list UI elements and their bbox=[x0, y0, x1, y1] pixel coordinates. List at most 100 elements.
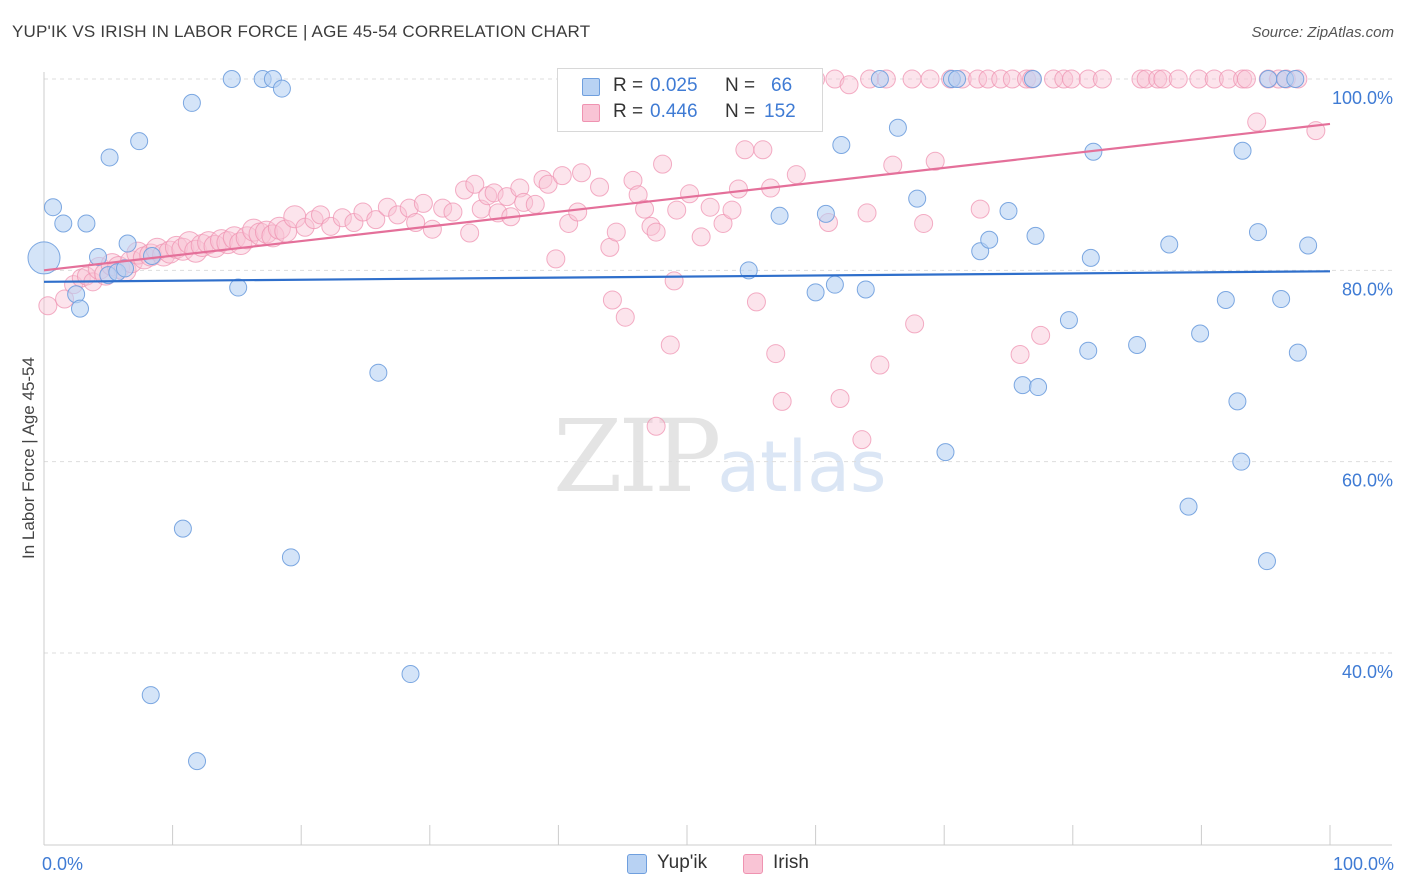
irish-point-50 bbox=[422, 219, 442, 239]
yupik-point-60 bbox=[1259, 70, 1278, 88]
irish-point-119 bbox=[925, 151, 945, 171]
irish-r-value: 0.446 bbox=[650, 101, 698, 122]
x-tick-label-0: 0.0% bbox=[42, 854, 83, 874]
irish-point-79 bbox=[635, 199, 655, 219]
irish-point-126 bbox=[1002, 69, 1022, 89]
irish-point-87 bbox=[680, 184, 700, 204]
stats-legend: R = 0.025 N = 66 R = 0.446 N = 152 bbox=[557, 68, 823, 132]
irish-point-67 bbox=[546, 249, 566, 269]
irish-point-66 bbox=[538, 174, 558, 194]
yupik-point-25 bbox=[401, 665, 420, 684]
irish-point-138 bbox=[1148, 69, 1168, 89]
y-tick-label-40: 40.0% bbox=[1342, 662, 1393, 682]
trend-layer bbox=[43, 122, 1331, 283]
yupik-point-15 bbox=[173, 519, 192, 538]
irish-point-77 bbox=[623, 170, 643, 190]
yupik-point-30 bbox=[825, 275, 844, 294]
irish-point-96 bbox=[746, 292, 766, 312]
irish-point-82 bbox=[646, 222, 666, 242]
yupik-point-48 bbox=[1081, 248, 1100, 267]
yupik-point-27 bbox=[770, 206, 789, 225]
watermark-atlas: atlas bbox=[717, 426, 887, 508]
yupik-point-61 bbox=[1272, 290, 1291, 309]
yupik-point-64 bbox=[1288, 343, 1307, 362]
label-layer: 40.0% 60.0% 80.0% 100.0% 0.0% 100.0% In Labor … bbox=[19, 88, 1394, 874]
irish-point-47 bbox=[399, 198, 419, 218]
irish-point-45 bbox=[377, 197, 397, 217]
axis-layer bbox=[43, 72, 1392, 846]
yupik-points bbox=[27, 70, 1318, 771]
irish-point-32 bbox=[254, 220, 278, 244]
yupik-point-23 bbox=[281, 548, 300, 567]
irish-point-53 bbox=[455, 180, 475, 200]
yupik-point-41 bbox=[999, 202, 1018, 221]
yupik-point-6 bbox=[89, 247, 108, 266]
irish-point-88 bbox=[691, 227, 711, 247]
irish-point-49 bbox=[413, 193, 433, 213]
yupik-point-59 bbox=[1257, 552, 1276, 571]
zipatlas-watermark: ZIPatlas bbox=[553, 398, 886, 515]
irish-point-130 bbox=[1031, 325, 1051, 345]
irish-point-55 bbox=[465, 174, 485, 194]
yupik-n-value: 66 bbox=[771, 75, 793, 96]
yupik-r-label: R = bbox=[613, 75, 644, 96]
irish-r-label: R = bbox=[613, 101, 644, 122]
irish-point-70 bbox=[568, 202, 588, 222]
irish-point-137 bbox=[1136, 69, 1156, 89]
yupik-point-5 bbox=[71, 299, 90, 318]
irish-point-68 bbox=[552, 166, 572, 186]
irish-n-label: N = bbox=[725, 101, 756, 122]
irish-point-117 bbox=[914, 213, 934, 233]
irish-point-46 bbox=[388, 205, 408, 225]
yupik-point-16 bbox=[182, 93, 201, 112]
irish-point-0 bbox=[38, 296, 58, 316]
yupik-point-47 bbox=[1079, 341, 1098, 360]
yupik-point-44 bbox=[1026, 226, 1045, 245]
irish-point-75 bbox=[606, 222, 626, 242]
yupik-point-18 bbox=[222, 70, 241, 88]
irish-point-145 bbox=[1236, 69, 1256, 89]
yupik-point-65 bbox=[1299, 236, 1318, 255]
yupik-point-45 bbox=[1029, 378, 1048, 397]
irish-point-134 bbox=[1078, 69, 1098, 89]
irish-point-93 bbox=[728, 179, 748, 199]
irish-point-109 bbox=[852, 430, 872, 450]
irish-point-122 bbox=[968, 69, 988, 89]
yupik-point-2 bbox=[54, 214, 73, 233]
y-tick-label-60: 60.0% bbox=[1342, 471, 1393, 491]
yupik-point-26 bbox=[739, 261, 758, 280]
irish-point-52 bbox=[443, 202, 463, 222]
yupik-point-52 bbox=[1179, 497, 1198, 516]
chart-title: YUP'IK VS IRISH IN LABOR FORCE | AGE 45-… bbox=[12, 22, 591, 41]
irish-point-114 bbox=[883, 155, 903, 175]
yupik-point-50 bbox=[1128, 335, 1147, 354]
irish-point-115 bbox=[902, 69, 922, 89]
irish-point-139 bbox=[1153, 69, 1173, 89]
irish-point-64 bbox=[525, 194, 545, 214]
yupik-point-0 bbox=[27, 241, 61, 275]
irish-point-86 bbox=[667, 200, 687, 220]
y-tick-label-80: 80.0% bbox=[1342, 279, 1393, 299]
bottom-irish-swatch bbox=[743, 854, 763, 874]
irish-point-127 bbox=[1010, 345, 1030, 365]
irish-point-41 bbox=[332, 208, 352, 228]
irish-point-63 bbox=[514, 192, 534, 212]
yupik-point-55 bbox=[1228, 392, 1247, 411]
irish-point-58 bbox=[484, 183, 504, 203]
y-axis-title: In Labor Force | Age 45-54 bbox=[19, 357, 38, 559]
yupik-point-43 bbox=[1023, 70, 1042, 88]
irish-point-30 bbox=[242, 218, 266, 242]
yupik-point-58 bbox=[1248, 223, 1267, 242]
irish-point-125 bbox=[991, 69, 1011, 89]
yupik-point-19 bbox=[229, 278, 248, 297]
yupik-point-9 bbox=[116, 259, 135, 278]
irish-point-110 bbox=[857, 203, 877, 223]
irish-point-51 bbox=[433, 198, 453, 218]
yupik-point-40 bbox=[980, 230, 999, 249]
watermark-zip: ZIP bbox=[553, 398, 721, 515]
grid-layer bbox=[44, 78, 1392, 654]
yupik-point-54 bbox=[1216, 290, 1235, 309]
irish-point-91 bbox=[713, 213, 733, 233]
irish-point-101 bbox=[786, 165, 806, 185]
yupik-point-53 bbox=[1191, 324, 1210, 343]
